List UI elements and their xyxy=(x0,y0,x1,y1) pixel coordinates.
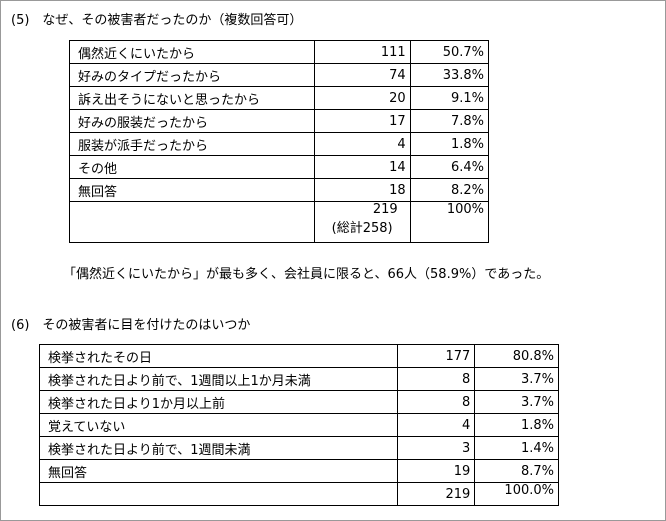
row: 検挙された日より前で、1週間未満 3 1.4% xyxy=(39,436,559,460)
cell: 20 xyxy=(313,86,411,110)
row: 無回答 19 8.7% xyxy=(39,459,559,483)
row: 覚えていない 4 1.8% xyxy=(39,413,559,437)
cell: 4 xyxy=(396,413,476,437)
cell: 9.1% xyxy=(409,86,490,110)
cell: 無回答 xyxy=(69,178,315,202)
cell: 14 xyxy=(313,155,411,179)
cell: 8 xyxy=(396,390,476,414)
row: その他 14 6.4% xyxy=(69,155,490,179)
cell: 覚えていない xyxy=(39,413,398,437)
cell: 18 xyxy=(313,178,411,202)
row: 無回答 18 8.2% xyxy=(69,178,490,202)
note: 「偶然近くにいたから」が最も多く、会社員に限ると、66人（58.9%）であった。 xyxy=(63,267,550,282)
cell: 3.7% xyxy=(474,390,559,414)
table: 検挙されたその日 177 80.8% 検挙された日より前で、1週間以上1か月未満 8 3.… xyxy=(39,344,559,506)
cell: 6.4% xyxy=(409,155,490,179)
cell: 1.4% xyxy=(474,436,559,460)
row: 検挙されたその日 177 80.8% xyxy=(39,344,559,368)
cell: 19 xyxy=(396,459,476,483)
cell: 74 xyxy=(313,63,411,87)
row: 偶然近くにいたから 111 50.7% xyxy=(69,40,490,64)
total-count: 219 (総計258) xyxy=(313,201,411,243)
cell: 3.7% xyxy=(474,367,559,391)
cell: 111 xyxy=(313,40,411,64)
cell: 訴え出そうにないと思ったから xyxy=(69,86,315,110)
cell: 8.7% xyxy=(474,459,559,483)
cell: 50.7% xyxy=(409,40,490,64)
cell: 80.8% xyxy=(474,344,559,368)
cell: 検挙された日より前で、1週間未満 xyxy=(39,436,398,460)
table: 偶然近くにいたから 111 50.7% 好みのタイプだったから 74 33.8% 訴え出そう… xyxy=(69,40,490,243)
total-percent: 100% xyxy=(409,201,490,243)
row: 訴え出そうにないと思ったから 20 9.1% xyxy=(69,86,490,110)
cell: その他 xyxy=(69,155,315,179)
heading: (6) その被害者に目を付けたのはいつか xyxy=(11,318,251,333)
heading: (5) なぜ、その被害者だったのか（複数回答可） xyxy=(11,13,303,28)
cell: 偶然近くにいたから xyxy=(69,40,315,64)
cell: 4 xyxy=(313,132,411,156)
row: 検挙された日より前で、1週間以上1か月未満 8 3.7% xyxy=(39,367,559,391)
cell: 1.8% xyxy=(409,132,490,156)
total-count: 219 xyxy=(396,482,476,506)
cell: 1.8% xyxy=(474,413,559,437)
row: 好みの服装だったから 17 7.8% xyxy=(69,109,490,133)
total-row: 219 (総計258) 100% xyxy=(69,201,490,243)
cell: 3 xyxy=(396,436,476,460)
cell: 177 xyxy=(396,344,476,368)
cell: 服装が派手だったから xyxy=(69,132,315,156)
row: 服装が派手だったから 4 1.8% xyxy=(69,132,490,156)
row: 好みのタイプだったから 74 33.8% xyxy=(69,63,490,87)
cell xyxy=(69,201,315,243)
total-row: 219 100.0% xyxy=(39,482,559,506)
cell: 検挙された日より前で、1週間以上1か月未満 xyxy=(39,367,398,391)
cell xyxy=(39,482,398,506)
cell: 好みのタイプだったから xyxy=(69,63,315,87)
cell: 検挙された日より1か月以上前 xyxy=(39,390,398,414)
total-note: (総計258) xyxy=(331,221,393,236)
total-percent: 100.0% xyxy=(474,482,559,506)
cell: 7.8% xyxy=(409,109,490,133)
cell: 8 xyxy=(396,367,476,391)
cell: 好みの服装だったから xyxy=(69,109,315,133)
cell: 17 xyxy=(313,109,411,133)
total-count-value: 219 xyxy=(372,202,398,217)
cell: 検挙されたその日 xyxy=(39,344,398,368)
cell: 8.2% xyxy=(409,178,490,202)
cell: 無回答 xyxy=(39,459,398,483)
row: 検挙された日より1か月以上前 8 3.7% xyxy=(39,390,559,414)
cell: 33.8% xyxy=(409,63,490,87)
